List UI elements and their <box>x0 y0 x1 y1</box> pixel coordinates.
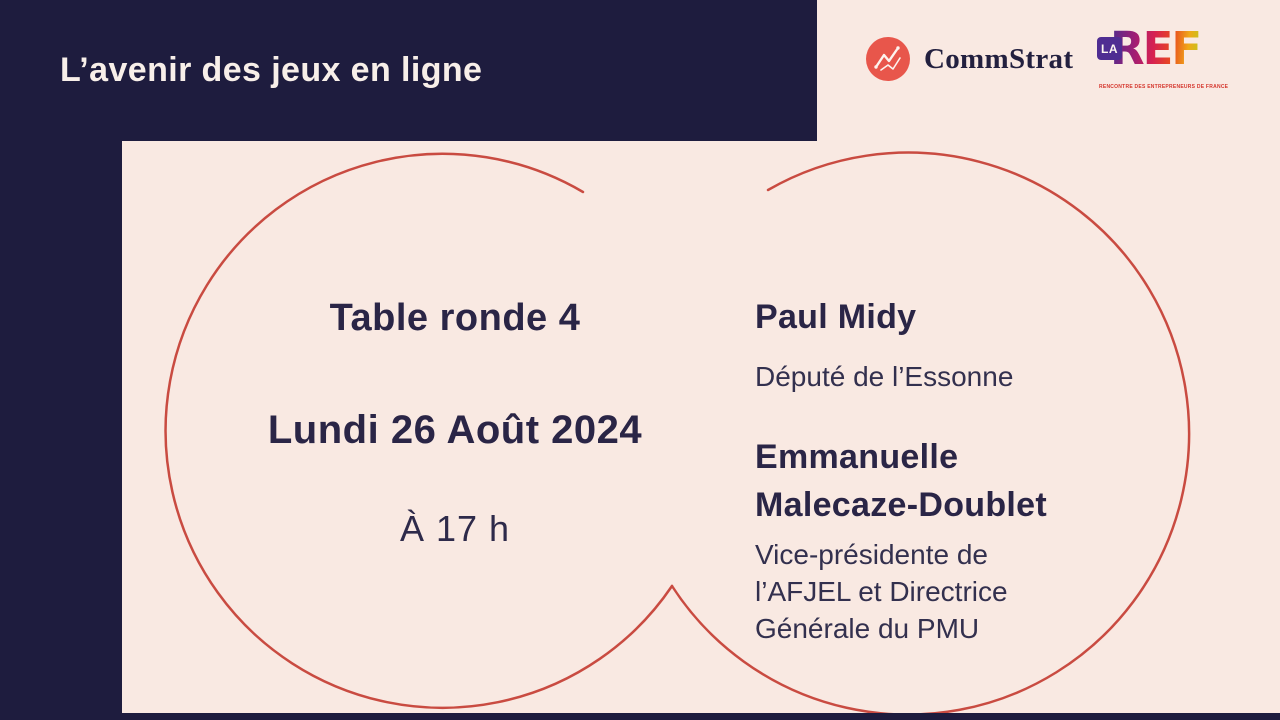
speaker-role: Vice-présidente de l’AFJEL et Directrice… <box>755 539 1008 645</box>
commstrat-logo: CommStrat <box>865 36 1073 82</box>
speaker-name: Paul Midy <box>755 298 917 336</box>
session-time: À 17 h <box>399 508 511 549</box>
ref-wordmark: REF <box>1110 22 1202 75</box>
session-name: Table ronde 4 <box>329 297 581 339</box>
venn-circle-left <box>164 152 674 709</box>
header: L’avenir des jeux en ligne <box>0 0 817 141</box>
ref-logo: REF LA RENCONTRE DES ENTREPRENEURS DE FR… <box>1097 22 1229 92</box>
ref-tagline: RENCONTRE DES ENTREPRENEURS DE FRANCE <box>1099 84 1229 90</box>
commstrat-mark-icon <box>866 37 910 81</box>
commstrat-wordmark: CommStrat <box>924 42 1074 75</box>
page-title: L’avenir des jeux en ligne <box>60 51 483 89</box>
speaker-role: Député de l’Essonne <box>755 361 1014 392</box>
bottom-edge-band <box>0 713 1280 720</box>
ref-la-badge: LA <box>1097 37 1122 60</box>
venn-circle-right <box>670 151 1191 716</box>
session-date: Lundi 26 Août 2024 <box>267 408 643 452</box>
speaker-name: Emmanuelle Malecaze-Doublet <box>755 438 1047 524</box>
